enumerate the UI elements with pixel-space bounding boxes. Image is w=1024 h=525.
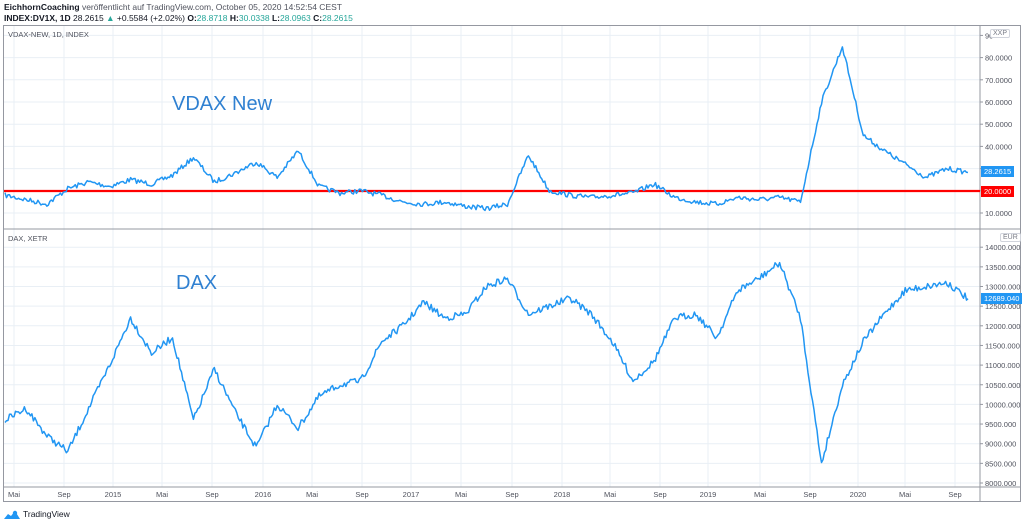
dax-legend[interactable]: DAX, XETR xyxy=(8,234,48,243)
chart-frame[interactable] xyxy=(3,25,1021,502)
svg-text:Sep: Sep xyxy=(205,490,218,499)
svg-text:Sep: Sep xyxy=(57,490,70,499)
svg-text:2017: 2017 xyxy=(403,490,420,499)
svg-text:Mai: Mai xyxy=(754,490,766,499)
vdax-annotation[interactable]: VDAX New xyxy=(172,93,273,115)
publish-text: veröffentlicht auf TradingView.com, Octo… xyxy=(81,2,342,12)
svg-text:Sep: Sep xyxy=(803,490,816,499)
svg-text:Mai: Mai xyxy=(604,490,616,499)
symbol-name: INDEX:DV1X, 1D xyxy=(4,13,71,23)
svg-text:11000.000: 11000.000 xyxy=(985,361,1020,370)
svg-text:Mai: Mai xyxy=(306,490,318,499)
tradingview-logo-icon xyxy=(4,510,20,519)
dax-series-line xyxy=(4,261,969,464)
symbol-info: INDEX:DV1X, 1D 28.2615 ▲ +0.5584 (+2.02%… xyxy=(4,13,353,23)
svg-text:14000.000: 14000.000 xyxy=(985,243,1020,252)
svg-text:90: 90 xyxy=(985,31,993,40)
svg-text:Mai: Mai xyxy=(156,490,168,499)
svg-text:12000.000: 12000.000 xyxy=(985,322,1020,331)
svg-text:10500.000: 10500.000 xyxy=(985,381,1020,390)
close-value: 28.2615 xyxy=(322,13,353,23)
change-value: +0.5584 (+2.02%) xyxy=(116,13,185,23)
svg-text:Sep: Sep xyxy=(653,490,666,499)
vdax-series-line xyxy=(4,46,969,212)
dax-last-price-tag: 12689.040 xyxy=(981,293,1023,304)
open-value: 28.8718 xyxy=(196,13,228,23)
svg-text:Sep: Sep xyxy=(948,490,961,499)
hline-price-tag: 20.0000 xyxy=(981,186,1015,197)
svg-text:2019: 2019 xyxy=(700,490,717,499)
svg-text:10.0000: 10.0000 xyxy=(985,209,1012,218)
svg-text:50.0000: 50.0000 xyxy=(985,120,1012,129)
svg-text:Mai: Mai xyxy=(8,490,20,499)
svg-text:12500.000: 12500.000 xyxy=(985,302,1020,311)
publish-info: EichhornCoaching veröffentlicht auf Trad… xyxy=(4,2,342,12)
svg-text:10000.000: 10000.000 xyxy=(985,400,1020,409)
low-label: L: xyxy=(271,13,281,23)
svg-text:8500.000: 8500.000 xyxy=(985,459,1016,468)
svg-text:8000.000: 8000.000 xyxy=(985,479,1016,488)
svg-text:2016: 2016 xyxy=(255,490,272,499)
low-value: 28.0963 xyxy=(280,13,311,23)
svg-text:40.0000: 40.0000 xyxy=(985,142,1012,151)
svg-text:13000.000: 13000.000 xyxy=(985,283,1020,292)
high-label: H: xyxy=(229,13,239,23)
svg-text:11500.000: 11500.000 xyxy=(985,341,1020,350)
tradingview-brand: TradingView xyxy=(23,509,70,519)
last-value: 28.2615 xyxy=(72,13,104,23)
high-value: 30.0338 xyxy=(238,13,270,23)
vdax-legend[interactable]: VDAX-NEW, 1D, INDEX xyxy=(8,30,89,39)
svg-text:9000.000: 9000.000 xyxy=(985,440,1016,449)
grid-lines xyxy=(4,26,980,487)
vdax-unit-badge[interactable]: XXP xyxy=(990,29,1011,38)
svg-text:2020: 2020 xyxy=(850,490,867,499)
close-label: C: xyxy=(313,13,323,23)
svg-text:70.0000: 70.0000 xyxy=(985,76,1012,85)
svg-text:13500.000: 13500.000 xyxy=(985,263,1020,272)
svg-text:2015: 2015 xyxy=(105,490,122,499)
open-label: O: xyxy=(187,13,197,23)
svg-text:Mai: Mai xyxy=(455,490,467,499)
time-axis[interactable]: Mai Sep 2015 Mai Sep 2016 Mai Sep 2017 Mai Sep 2018… xyxy=(8,490,962,499)
dax-unit-badge[interactable]: EUR xyxy=(1000,233,1021,242)
svg-text:Sep: Sep xyxy=(505,490,518,499)
up-arrow-icon: ▲ xyxy=(106,13,115,23)
svg-text:Mai: Mai xyxy=(899,490,911,499)
svg-text:80.0000: 80.0000 xyxy=(985,54,1012,63)
author-name: EichhornCoaching xyxy=(4,2,80,12)
dax-price-axis[interactable]: 8000.000 8500.000 9000.000 9500.000 10000.00… xyxy=(980,243,1020,488)
svg-text:60.0000: 60.0000 xyxy=(985,98,1012,107)
svg-text:2018: 2018 xyxy=(554,490,571,499)
svg-text:Sep: Sep xyxy=(355,490,368,499)
vdax-last-price-tag: 28.2615 xyxy=(981,166,1015,177)
dax-annotation[interactable]: DAX xyxy=(176,272,218,294)
svg-text:9500.000: 9500.000 xyxy=(985,420,1016,429)
tradingview-footer[interactable]: TradingView xyxy=(4,509,70,519)
